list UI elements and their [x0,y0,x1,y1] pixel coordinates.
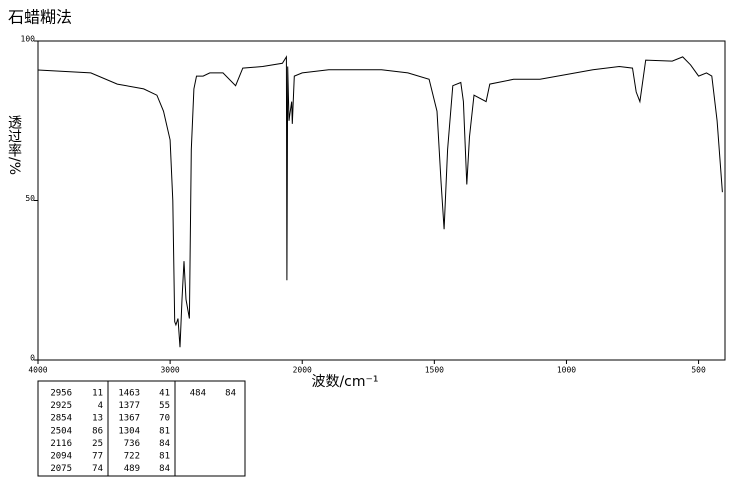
chart-title: 石蜡糊法 [8,8,72,27]
y-axis-label: 透过率/% [6,115,22,175]
peak-transmittance: 25 [92,439,103,449]
y-tick-label: 50 [25,194,35,203]
spectrum-line [37,55,723,348]
peak-wavenumber: 484 [190,389,206,399]
peak-transmittance: 13 [92,414,103,424]
peak-wavenumber: 722 [124,452,140,462]
peak-transmittance: 11 [92,389,103,399]
peak-transmittance: 84 [159,439,170,449]
y-tick-label: 100 [21,35,36,44]
x-tick-label: 2000 [293,366,312,375]
peak-transmittance: 55 [159,401,170,411]
peak-wavenumber: 1367 [118,414,140,424]
peak-wavenumber: 2854 [50,414,72,424]
peak-wavenumber: 1304 [118,426,140,436]
peak-wavenumber: 2094 [50,452,72,462]
peak-wavenumber: 2925 [50,401,72,411]
x-tick-label: 4000 [28,366,47,375]
peak-transmittance: 41 [159,389,170,399]
peak-wavenumber: 1377 [118,401,140,411]
x-tick-label: 3000 [160,366,179,375]
x-tick-label: 1000 [557,366,576,375]
y-tick-label: 0 [30,354,35,363]
peak-wavenumber: 2116 [50,439,72,449]
peak-transmittance: 84 [225,389,236,399]
peak-transmittance: 81 [159,426,170,436]
peak-transmittance: 74 [92,464,103,474]
peak-wavenumber: 2956 [50,389,72,399]
x-axis-label: 波数/cm⁻¹ [311,374,378,390]
table-frame [37,380,246,477]
peak-wavenumber: 2504 [50,426,72,436]
peak-transmittance: 81 [159,452,170,462]
x-tick-label: 500 [691,366,706,375]
peak-wavenumber: 489 [124,464,140,474]
peak-transmittance: 4 [98,401,103,411]
peak-transmittance: 77 [92,452,103,462]
peak-transmittance: 70 [159,414,170,424]
peak-wavenumber: 736 [124,439,140,449]
peak-transmittance: 84 [159,464,170,474]
peak-wavenumber: 1463 [118,389,140,399]
x-tick-label: 1500 [425,366,444,375]
peak-transmittance: 86 [92,426,103,436]
peak-wavenumber: 2075 [50,464,72,474]
